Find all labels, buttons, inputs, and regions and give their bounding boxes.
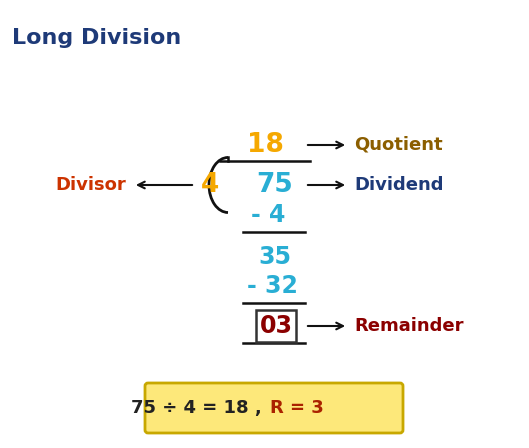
Text: Dividend: Dividend [354,176,443,194]
FancyBboxPatch shape [145,383,403,433]
Text: Divisor: Divisor [55,176,126,194]
Text: - 4: - 4 [251,203,285,227]
Text: 75: 75 [257,172,294,198]
Text: 4: 4 [201,172,219,198]
Text: - 32: - 32 [247,274,297,298]
Text: 75 ÷ 4 = 18 ,: 75 ÷ 4 = 18 , [131,399,268,417]
Text: 35: 35 [259,245,291,269]
Text: Long Division: Long Division [12,28,181,48]
Text: Remainder: Remainder [354,317,463,335]
Text: R = 3: R = 3 [270,399,324,417]
Text: 18: 18 [247,132,284,158]
Text: 03: 03 [260,314,293,338]
Text: Quotient: Quotient [354,136,443,154]
